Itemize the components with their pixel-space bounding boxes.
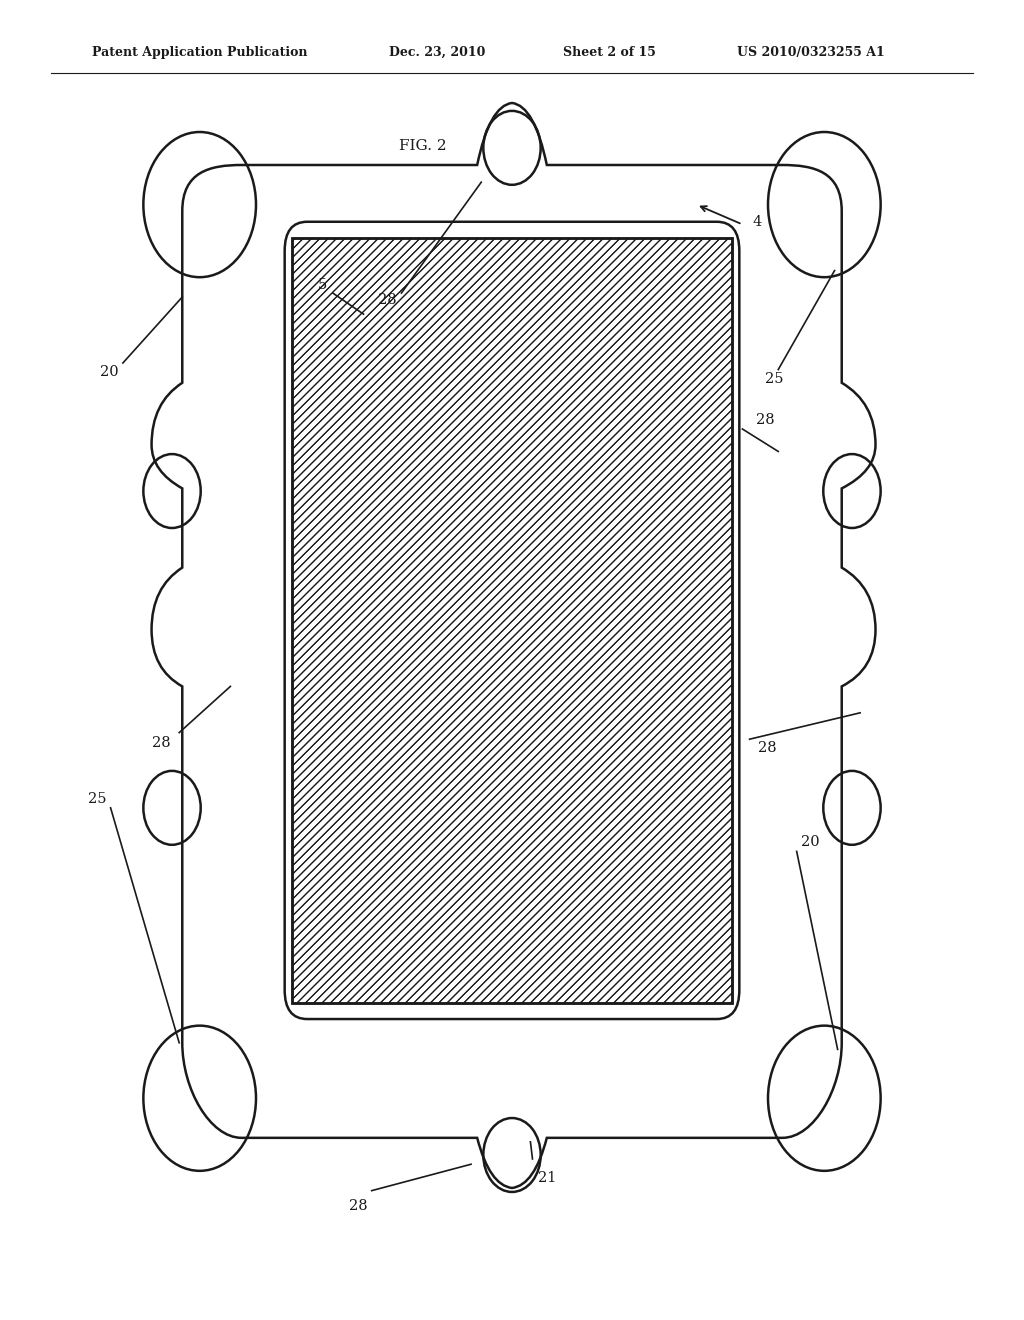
Text: 21: 21 xyxy=(538,1171,556,1185)
Text: 28: 28 xyxy=(378,293,396,306)
Bar xyxy=(292,238,732,1003)
Text: 20: 20 xyxy=(100,366,119,379)
Text: 25: 25 xyxy=(765,372,783,385)
Text: 28: 28 xyxy=(349,1199,368,1213)
PathPatch shape xyxy=(152,103,876,1188)
Text: Dec. 23, 2010: Dec. 23, 2010 xyxy=(389,46,485,59)
Text: US 2010/0323255 A1: US 2010/0323255 A1 xyxy=(737,46,885,59)
Text: 28: 28 xyxy=(756,413,774,426)
PathPatch shape xyxy=(285,222,739,1019)
Text: 5: 5 xyxy=(317,279,328,292)
Text: 28: 28 xyxy=(758,742,776,755)
Text: Patent Application Publication: Patent Application Publication xyxy=(92,46,307,59)
Bar xyxy=(292,238,732,1003)
Text: Sheet 2 of 15: Sheet 2 of 15 xyxy=(563,46,656,59)
Text: 20: 20 xyxy=(801,836,819,849)
Text: 4: 4 xyxy=(753,215,762,228)
Bar xyxy=(292,238,732,1003)
Text: FIG. 2: FIG. 2 xyxy=(399,139,447,153)
Text: 28: 28 xyxy=(153,737,171,750)
Text: 25: 25 xyxy=(88,792,106,805)
